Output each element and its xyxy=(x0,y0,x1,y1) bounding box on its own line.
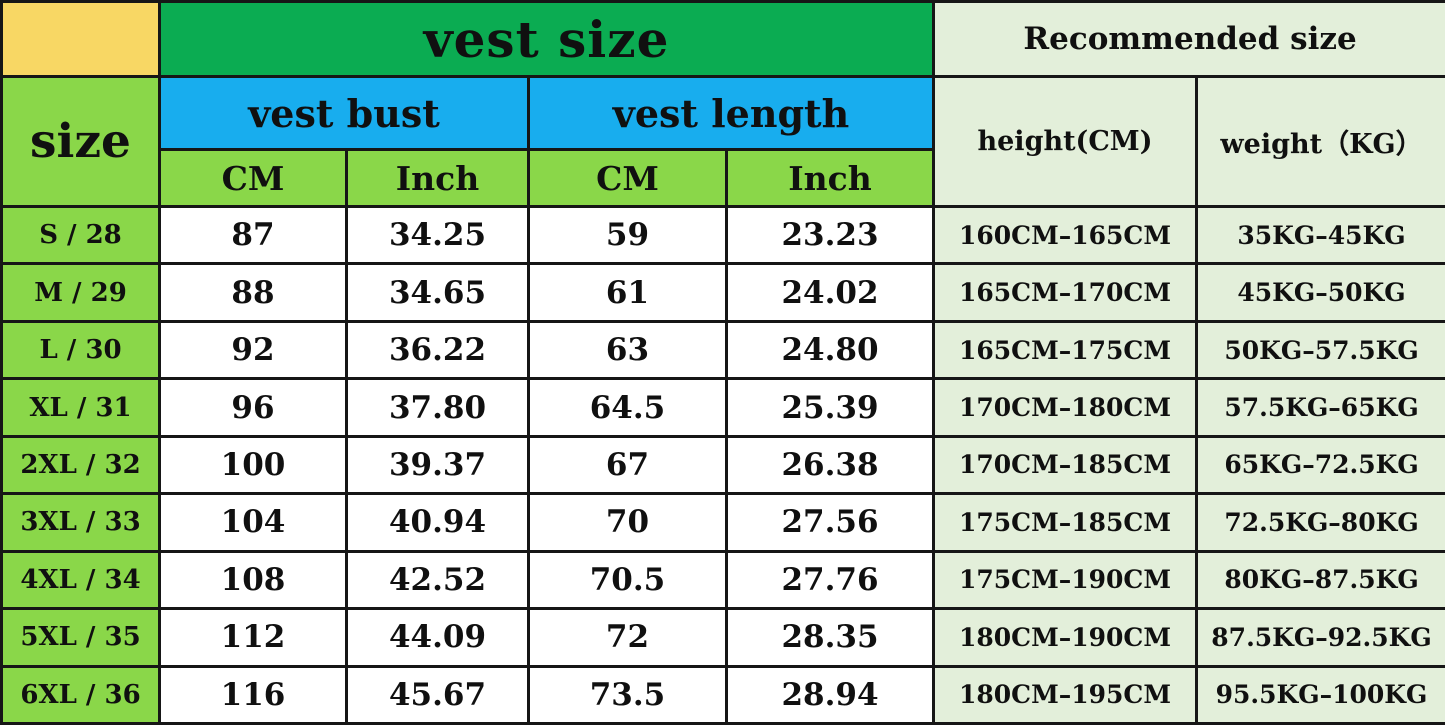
height-range: 165CM–170CM xyxy=(932,262,1198,323)
bust-cm-value: 92 xyxy=(158,319,348,381)
bust-cm-value: 96 xyxy=(158,377,348,438)
table-row: 2XL / 32 100 39.37 67 26.38 170CM–185CM … xyxy=(0,434,1445,496)
row-size-label: 2XL / 32 xyxy=(0,434,161,496)
bust-inch-value: 44.09 xyxy=(345,607,530,668)
length-inch-value: 26.38 xyxy=(725,434,935,496)
length-inch-value: 28.94 xyxy=(725,664,935,725)
weight-range: 95.5KG–100KG xyxy=(1194,664,1445,725)
height-range: 165CM–175CM xyxy=(932,319,1198,381)
length-cm-value: 72 xyxy=(527,607,728,668)
bust-inch-value: 40.94 xyxy=(345,492,530,553)
weight-range: 65KG–72.5KG xyxy=(1194,434,1445,496)
height-range: 180CM–190CM xyxy=(932,607,1198,668)
bust-inch-value: 42.52 xyxy=(345,549,530,611)
length-inch-value: 24.80 xyxy=(725,319,935,381)
row-size-label: 5XL / 35 xyxy=(0,607,161,668)
bust-inch-value: 37.80 xyxy=(345,377,530,438)
length-cm-value: 67 xyxy=(527,434,728,496)
length-cm-value: 59 xyxy=(527,204,728,266)
weight-range: 45KG–50KG xyxy=(1194,262,1445,323)
row-size-label: 6XL / 36 xyxy=(0,664,161,725)
recommended-size-header: Recommended size xyxy=(931,0,1445,78)
weight-range: 72.5KG–80KG xyxy=(1194,492,1445,553)
length-inch-value: 23.23 xyxy=(725,204,935,266)
bust-inch-value: 34.65 xyxy=(345,262,530,323)
weight-range: 80KG–87.5KG xyxy=(1194,549,1445,611)
bust-cm-header: CM xyxy=(158,148,348,208)
bust-cm-value: 87 xyxy=(158,204,348,266)
bust-cm-value: 104 xyxy=(158,492,348,553)
bust-inch-value: 45.67 xyxy=(345,664,530,725)
table-row: S / 28 87 34.25 59 23.23 160CM–165CM 35K… xyxy=(0,204,1445,266)
row-size-label: 3XL / 33 xyxy=(0,492,161,553)
weight-column-header: weight（KG） xyxy=(1194,75,1445,208)
bust-inch-header: Inch xyxy=(345,148,530,208)
length-cm-value: 70.5 xyxy=(527,549,728,611)
length-cm-value: 70 xyxy=(527,492,728,553)
bust-inch-value: 34.25 xyxy=(345,204,530,266)
bust-inch-value: 36.22 xyxy=(345,319,530,381)
length-cm-value: 61 xyxy=(527,262,728,323)
row-size-label: L / 30 xyxy=(0,319,161,381)
length-inch-value: 24.02 xyxy=(725,262,935,323)
length-cm-header: CM xyxy=(527,148,728,208)
height-range: 175CM–185CM xyxy=(932,492,1198,553)
row-size-label: XL / 31 xyxy=(0,377,161,438)
size-column-header: size xyxy=(0,75,161,208)
corner-cell xyxy=(0,0,161,78)
table-row: 6XL / 36 116 45.67 73.5 28.94 180CM–195C… xyxy=(0,664,1445,725)
row-size-label: S / 28 xyxy=(0,204,161,266)
height-range: 170CM–180CM xyxy=(932,377,1198,438)
height-range: 175CM–190CM xyxy=(932,549,1198,611)
table-row: 4XL / 34 108 42.52 70.5 27.76 175CM–190C… xyxy=(0,549,1445,611)
height-range: 180CM–195CM xyxy=(932,664,1198,725)
table-row: 5XL / 35 112 44.09 72 28.35 180CM–190CM … xyxy=(0,607,1445,668)
table-row: 3XL / 33 104 40.94 70 27.56 175CM–185CM … xyxy=(0,492,1445,553)
height-range: 160CM–165CM xyxy=(932,204,1198,266)
bust-cm-value: 116 xyxy=(158,664,348,725)
row-size-label: 4XL / 34 xyxy=(0,549,161,611)
weight-range: 87.5KG–92.5KG xyxy=(1194,607,1445,668)
length-cm-value: 63 xyxy=(527,319,728,381)
vest-size-header: vest size xyxy=(158,0,935,78)
height-column-header: height(CM) xyxy=(932,75,1198,208)
weight-range: 50KG–57.5KG xyxy=(1194,319,1445,381)
table-row: XL / 31 96 37.80 64.5 25.39 170CM–180CM … xyxy=(0,377,1445,438)
bust-cm-value: 88 xyxy=(158,262,348,323)
length-cm-value: 64.5 xyxy=(527,377,728,438)
row-size-label: M / 29 xyxy=(0,262,161,323)
table-row: M / 29 88 34.65 61 24.02 165CM–170CM 45K… xyxy=(0,262,1445,323)
vest-bust-header: vest bust xyxy=(158,75,530,151)
bust-inch-value: 39.37 xyxy=(345,434,530,496)
length-inch-value: 27.76 xyxy=(725,549,935,611)
bust-cm-value: 100 xyxy=(158,434,348,496)
height-range: 170CM–185CM xyxy=(932,434,1198,496)
length-inch-value: 27.56 xyxy=(725,492,935,553)
length-inch-value: 28.35 xyxy=(725,607,935,668)
weight-range: 57.5KG–65KG xyxy=(1194,377,1445,438)
bust-cm-value: 108 xyxy=(158,549,348,611)
bust-cm-value: 112 xyxy=(158,607,348,668)
weight-range: 35KG–45KG xyxy=(1194,204,1445,266)
length-cm-value: 73.5 xyxy=(527,664,728,725)
length-inch-header: Inch xyxy=(725,148,935,208)
table-row: L / 30 92 36.22 63 24.80 165CM–175CM 50K… xyxy=(0,319,1445,381)
vest-length-header: vest length xyxy=(527,75,935,151)
length-inch-value: 25.39 xyxy=(725,377,935,438)
